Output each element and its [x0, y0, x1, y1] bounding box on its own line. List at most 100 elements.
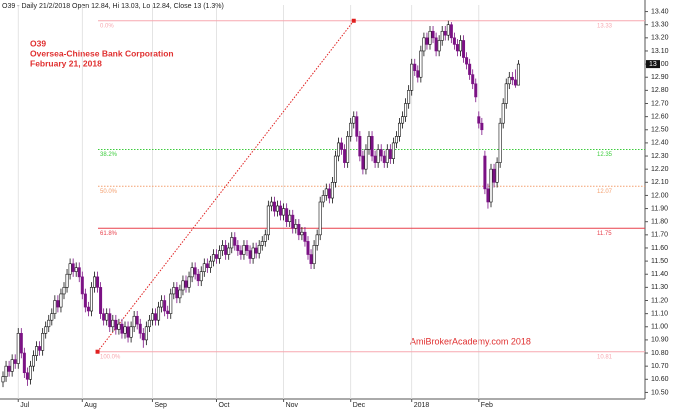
- candle-body: [233, 237, 237, 246]
- candle-body: [1, 376, 5, 383]
- candle-body: [489, 168, 493, 203]
- candle-body: [47, 319, 51, 328]
- candle-body: [77, 267, 81, 278]
- candle-body: [333, 155, 337, 183]
- candle-body: [74, 267, 78, 272]
- candle-body: [449, 24, 453, 39]
- fib-label: 100.0%: [100, 354, 121, 360]
- candle-body: [221, 245, 225, 251]
- x-tick-label: Dec: [353, 402, 366, 409]
- y-tick-label: 10.80: [651, 350, 669, 357]
- x-tick-label: Aug: [84, 402, 97, 409]
- candle-body: [135, 315, 139, 325]
- candle-body: [480, 122, 484, 131]
- candle-body: [315, 234, 319, 246]
- candle-body: [306, 241, 310, 255]
- candle-body: [263, 234, 267, 242]
- candle-body: [443, 30, 447, 36]
- candle-body: [62, 287, 66, 295]
- candle-body: [172, 287, 176, 295]
- candle-body: [288, 214, 292, 222]
- candle-body: [93, 276, 97, 288]
- candle-body: [59, 293, 63, 308]
- candle-body: [504, 83, 508, 104]
- candle-body: [471, 74, 475, 85]
- candle-body: [242, 245, 246, 255]
- candle-body: [181, 280, 185, 291]
- candle-body: [452, 37, 456, 45]
- candle-body: [248, 250, 252, 259]
- candle-body: [431, 30, 435, 39]
- fib-value: 12.35: [597, 152, 613, 158]
- candle-body: [297, 224, 301, 236]
- candle-body: [367, 136, 371, 150]
- candle-body: [309, 254, 313, 265]
- candle-body: [379, 149, 383, 157]
- candle-body: [7, 365, 11, 372]
- candle-body: [425, 37, 429, 45]
- header: O39 - Daily 21/2/2018 Open 12.84, Hi 13.…: [2, 3, 224, 10]
- candle-body: [4, 365, 8, 377]
- candle-body: [239, 250, 243, 255]
- x-tick-label: Nov: [286, 402, 299, 409]
- candle-body: [458, 40, 462, 52]
- candle-body: [477, 116, 481, 124]
- fib-value: 10.81: [597, 354, 613, 360]
- y-tick-label: 11.30: [651, 284, 668, 291]
- candle-body: [25, 372, 29, 380]
- candle-body: [434, 37, 438, 52]
- fib-label: 38.2%: [100, 152, 118, 158]
- candle-body: [413, 63, 417, 71]
- candle-body: [355, 116, 359, 137]
- candle-body: [455, 44, 459, 52]
- x-tick-label: Sep: [154, 402, 167, 409]
- candle-body: [102, 313, 106, 321]
- candle-body: [483, 155, 487, 190]
- y-tick-label: 11.00: [651, 324, 668, 331]
- candle-body: [123, 326, 127, 334]
- candle-body: [22, 352, 26, 374]
- y-tick-label: 12.00: [651, 192, 669, 199]
- candle-body: [404, 103, 408, 117]
- candle-body: [187, 276, 191, 288]
- candle-body: [205, 263, 209, 268]
- candle-body: [388, 149, 392, 159]
- ticker: O39: [30, 38, 46, 48]
- candle-body: [86, 306, 90, 312]
- candle-body: [257, 245, 261, 254]
- candle-body: [465, 57, 469, 65]
- candle-body: [446, 24, 450, 36]
- candle-body: [312, 245, 316, 265]
- y-tick-label: 11.40: [651, 271, 668, 278]
- candle-body: [327, 188, 331, 199]
- date: February 21, 2018: [30, 58, 102, 68]
- fib-label: 61.8%: [100, 231, 118, 237]
- candle-body: [407, 90, 411, 104]
- y-tick-label: 13.20: [651, 35, 669, 42]
- candle-body: [227, 247, 231, 255]
- candle-body: [285, 208, 289, 222]
- candle-body: [35, 346, 39, 356]
- y-tick-label: 12.60: [651, 113, 669, 120]
- candle-body: [129, 326, 133, 338]
- candle-body: [80, 276, 84, 295]
- x-tick-label: Feb: [481, 402, 493, 409]
- candle-body: [163, 300, 167, 312]
- last-price-label: 13: [649, 61, 657, 68]
- candle-body: [382, 155, 386, 163]
- candle-body: [120, 323, 124, 334]
- fib-value: 13.33: [597, 23, 613, 29]
- watermark: AmiBrokerAcademy.com 2018: [410, 336, 531, 346]
- candle-body: [132, 315, 136, 328]
- y-tick-label: 13.10: [651, 48, 669, 55]
- candle-body: [437, 40, 441, 52]
- candle-body: [254, 247, 258, 254]
- candle-body: [324, 188, 328, 196]
- candle-body: [346, 136, 350, 163]
- candle-body: [44, 326, 48, 334]
- candle-body: [397, 122, 401, 137]
- candle-body: [385, 149, 389, 163]
- candle-body: [376, 149, 380, 163]
